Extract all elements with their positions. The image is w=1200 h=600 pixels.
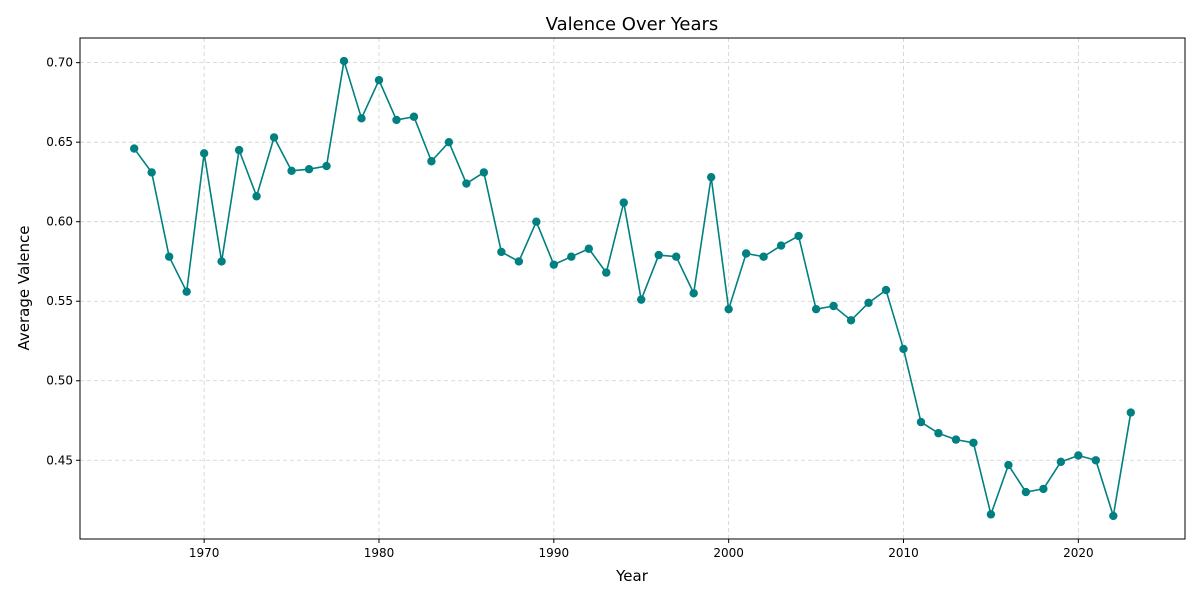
x-tick-label: 1970	[189, 546, 220, 560]
data-point	[706, 172, 716, 182]
data-point	[724, 304, 733, 314]
data-point	[637, 295, 646, 304]
data-point	[479, 168, 489, 177]
data-point	[199, 149, 209, 158]
data-point	[164, 252, 174, 261]
data-series	[130, 56, 1135, 521]
data-point	[969, 438, 978, 447]
data-point	[409, 112, 419, 121]
y-tick-label: 0.55	[46, 294, 73, 308]
x-tick-label: 1990	[539, 546, 570, 560]
data-point	[304, 165, 314, 174]
data-point	[864, 298, 873, 308]
data-point	[1074, 451, 1083, 460]
y-tick-label: 0.45	[46, 453, 73, 467]
series-line	[133, 60, 1132, 517]
data-point	[881, 285, 891, 295]
grid-lines	[80, 38, 1185, 539]
data-point	[829, 301, 838, 311]
data-point	[357, 114, 366, 123]
data-point	[1126, 408, 1135, 417]
data-point	[916, 417, 926, 427]
data-point	[252, 192, 261, 201]
y-tick-label: 0.60	[46, 215, 73, 229]
x-tick-label: 2020	[1063, 546, 1094, 560]
data-point	[462, 179, 471, 188]
x-tick-label: 1980	[364, 546, 395, 560]
data-point	[776, 241, 786, 250]
data-point	[234, 145, 244, 155]
chart-title: Valence Over Years	[546, 14, 719, 35]
data-point	[584, 244, 593, 253]
data-point	[374, 75, 384, 85]
y-axis-title: Average Valence	[15, 225, 33, 350]
data-point	[567, 252, 576, 261]
data-point	[811, 304, 821, 314]
x-tick-label: 2010	[888, 546, 919, 560]
data-point	[287, 166, 296, 176]
data-point	[986, 510, 996, 519]
axis-ticks: 1970 1980 1990 2000 2010 2020 0.45 0.50 0.55 0.60…	[46, 56, 1093, 560]
data-point	[846, 316, 856, 325]
y-tick-label: 0.50	[46, 374, 73, 388]
data-point	[759, 252, 768, 261]
data-point	[1021, 487, 1031, 497]
data-point	[217, 257, 226, 266]
data-point	[654, 250, 663, 260]
data-point	[427, 157, 436, 166]
data-point	[899, 344, 908, 354]
data-point	[269, 133, 279, 142]
data-point	[1056, 457, 1066, 467]
data-point	[497, 247, 506, 257]
data-point	[602, 268, 611, 277]
data-point	[741, 249, 751, 258]
data-point	[1109, 511, 1118, 521]
data-point	[532, 217, 541, 226]
data-point	[1039, 484, 1048, 494]
data-point	[1091, 456, 1101, 465]
y-tick-label: 0.65	[46, 135, 73, 149]
data-point	[147, 168, 156, 177]
data-point	[322, 161, 331, 171]
x-tick-label: 2000	[713, 546, 744, 560]
x-axis-title: Year	[615, 567, 649, 585]
data-point	[392, 115, 401, 125]
data-point	[130, 144, 139, 153]
data-point	[444, 137, 454, 147]
y-tick-label: 0.70	[46, 56, 73, 70]
data-point	[951, 435, 961, 444]
data-point	[182, 287, 191, 296]
data-point	[1004, 460, 1013, 470]
data-point	[514, 257, 524, 266]
data-point	[672, 252, 681, 261]
data-point	[794, 231, 803, 241]
data-point	[619, 198, 628, 207]
plot-frame	[79, 37, 1186, 540]
data-point	[549, 260, 559, 269]
data-point	[934, 429, 943, 438]
data-point	[689, 289, 698, 298]
data-point	[339, 56, 349, 66]
